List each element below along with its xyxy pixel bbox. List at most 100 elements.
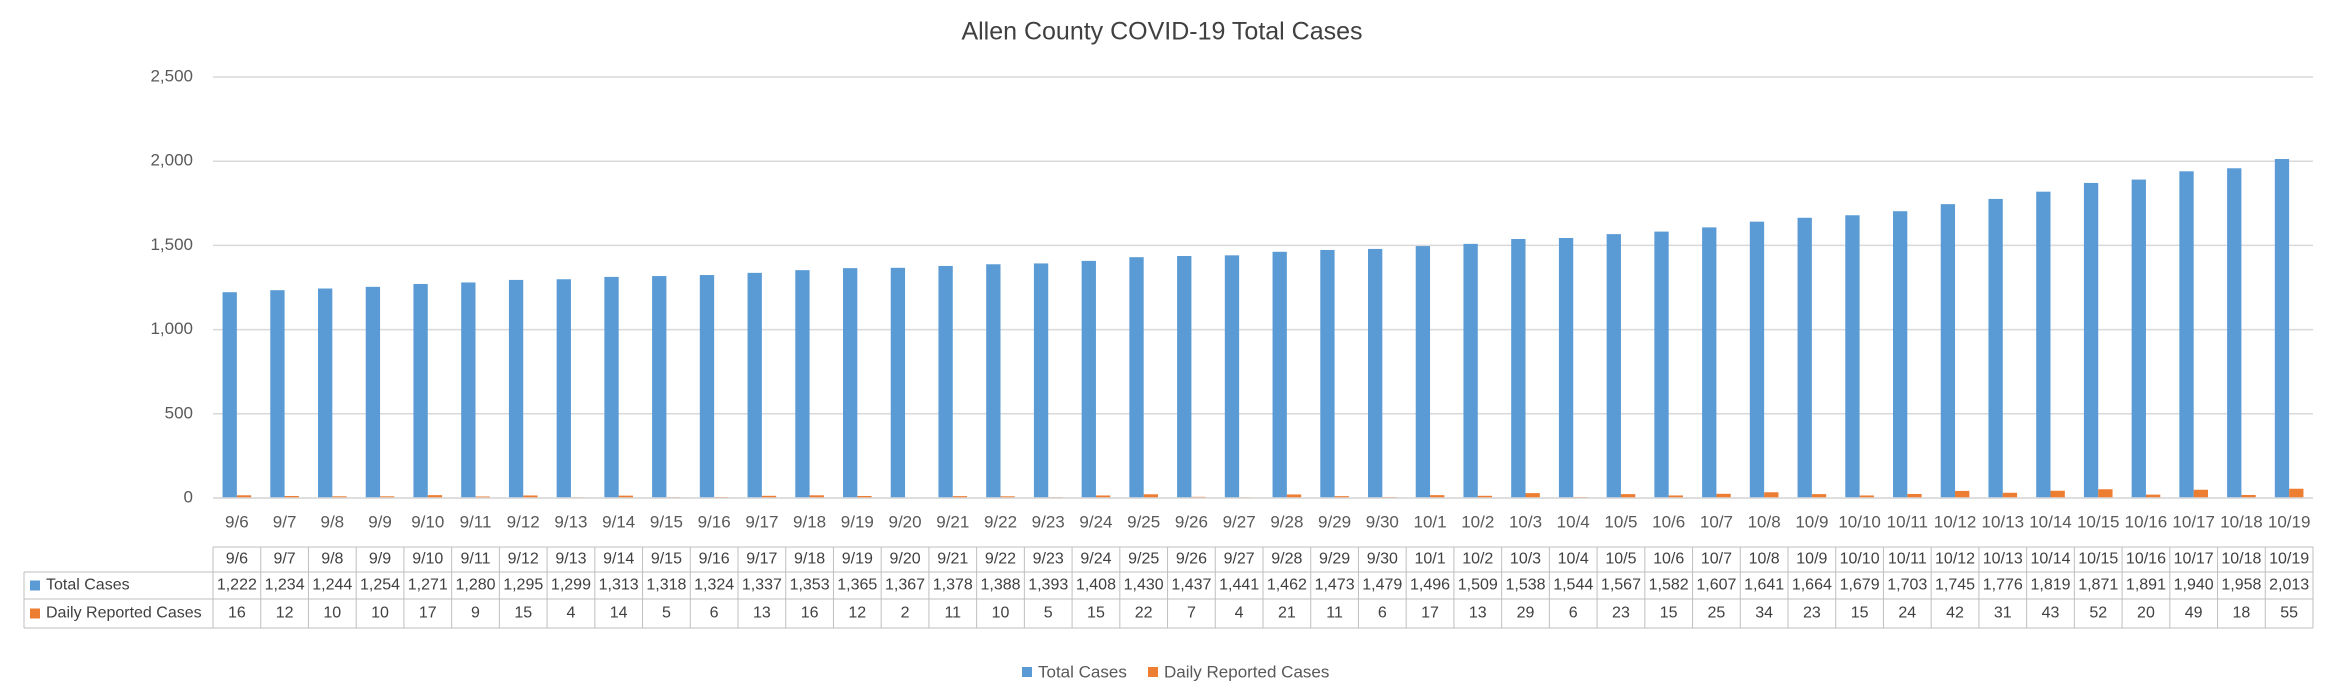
- bar: [2227, 168, 2242, 498]
- table-cell: 1,254: [360, 577, 400, 594]
- table-cell: 1,388: [980, 577, 1020, 594]
- bar: [1511, 239, 1526, 498]
- table-header-cell: 10/19: [2269, 551, 2309, 568]
- table-header-cell: 10/2: [1462, 551, 1493, 568]
- table-cell: 25: [1708, 605, 1726, 622]
- table-cell: 1,641: [1744, 577, 1784, 594]
- table-cell: 55: [2280, 605, 2298, 622]
- table-cell: 1,393: [1028, 577, 1068, 594]
- x-tick-label: 9/7: [273, 512, 297, 531]
- y-tick-label: 2,000: [150, 151, 193, 170]
- bar: [2083, 182, 2099, 499]
- table-cell: 1,234: [265, 577, 305, 594]
- bar: [1716, 493, 1731, 498]
- table-cell: 4: [1235, 605, 1244, 622]
- table-cell: 1,891: [2126, 577, 2166, 594]
- table-header-cell: 9/25: [1128, 551, 1159, 568]
- table-cell: 23: [1612, 605, 1630, 622]
- table-cell: 23: [1803, 605, 1821, 622]
- x-tick-label: 9/18: [793, 512, 826, 531]
- table-cell: 20: [2137, 605, 2155, 622]
- table-cell: 7: [1187, 605, 1196, 622]
- x-tick-label: 9/21: [936, 512, 969, 531]
- x-tick-label: 9/23: [1032, 512, 1065, 531]
- table-cell: 16: [801, 605, 819, 622]
- table-cell: 1,244: [312, 577, 352, 594]
- x-tick-label: 9/15: [650, 512, 683, 531]
- bar: [1606, 234, 1621, 499]
- x-tick-label: 9/22: [984, 512, 1017, 531]
- table-cell: 1,408: [1076, 577, 1116, 594]
- table-cell: 15: [514, 605, 532, 622]
- table-header-cell: 9/21: [937, 551, 968, 568]
- bar: [413, 283, 428, 498]
- x-tick-label: 9/10: [411, 512, 444, 531]
- bar: [1272, 251, 1287, 498]
- bar: [2098, 489, 2113, 498]
- table-cell: 2,013: [2269, 577, 2309, 594]
- table-cell: 15: [1660, 605, 1678, 622]
- table-cell: 10: [992, 605, 1010, 622]
- table-header-cell: 9/18: [794, 551, 825, 568]
- bar: [809, 495, 824, 498]
- table-cell: 1,871: [2078, 577, 2118, 594]
- table-cell: 34: [1755, 605, 1773, 622]
- table-legend-key: [30, 608, 40, 619]
- x-tick-label: 10/2: [1461, 512, 1494, 531]
- bar: [1033, 263, 1049, 498]
- table-header-cell: 9/6: [226, 551, 248, 568]
- bar: [1988, 198, 2003, 498]
- x-tick-label: 10/1: [1413, 512, 1446, 531]
- bar: [2241, 494, 2256, 498]
- bar: [1620, 494, 1636, 498]
- bar: [1095, 495, 1111, 498]
- x-tick-label: 9/8: [320, 512, 344, 531]
- bar: [1764, 492, 1779, 498]
- table-cell: 11: [1326, 605, 1343, 622]
- table-header-cell: 10/14: [2030, 551, 2070, 568]
- table-header-cell: 9/20: [889, 551, 920, 568]
- table-header-cell: 9/15: [651, 551, 682, 568]
- x-tick-label: 9/14: [602, 512, 635, 531]
- bar: [938, 265, 953, 498]
- table-header-cell: 9/23: [1033, 551, 1064, 568]
- x-tick-label: 10/18: [2220, 512, 2263, 531]
- bar: [1907, 493, 1922, 498]
- table-cell: 1,295: [503, 577, 543, 594]
- bar: [952, 496, 968, 498]
- table-cell: 1,509: [1458, 577, 1498, 594]
- x-tick-label: 10/19: [2268, 512, 2311, 531]
- bar: [508, 279, 524, 498]
- table-cell: 1,745: [1935, 577, 1975, 594]
- bar: [618, 495, 633, 498]
- bar: [2289, 488, 2304, 498]
- bar: [2131, 179, 2146, 498]
- bar: [1000, 496, 1015, 498]
- bar: [604, 276, 619, 498]
- table-cell: 1,337: [742, 577, 782, 594]
- bar: [1749, 221, 1765, 499]
- table-header-cell: 10/17: [2174, 551, 2214, 568]
- bar: [222, 292, 237, 498]
- x-tick-label: 9/20: [888, 512, 921, 531]
- x-tick-label: 9/6: [225, 512, 249, 531]
- bar: [1893, 211, 1908, 499]
- x-tick-label: 9/19: [841, 512, 874, 531]
- x-tick-label: 10/13: [1981, 512, 2024, 531]
- x-tick-label: 9/24: [1079, 512, 1112, 531]
- table-cell: 31: [1994, 605, 2012, 622]
- table-cell: 1,940: [2174, 577, 2214, 594]
- bar: [523, 495, 538, 498]
- table-cell: 14: [610, 605, 628, 622]
- table-header-cell: 10/15: [2078, 551, 2118, 568]
- x-tick-label: 10/9: [1795, 512, 1828, 531]
- table-cell: 1,441: [1219, 577, 1259, 594]
- bar: [2002, 492, 2018, 498]
- table-header-cell: 10/7: [1701, 551, 1732, 568]
- table-cell: 10: [323, 605, 341, 622]
- x-tick-label: 10/6: [1652, 512, 1685, 531]
- table-cell: 1,271: [408, 577, 448, 594]
- bar: [795, 270, 810, 498]
- table-cell: 1,958: [2221, 577, 2261, 594]
